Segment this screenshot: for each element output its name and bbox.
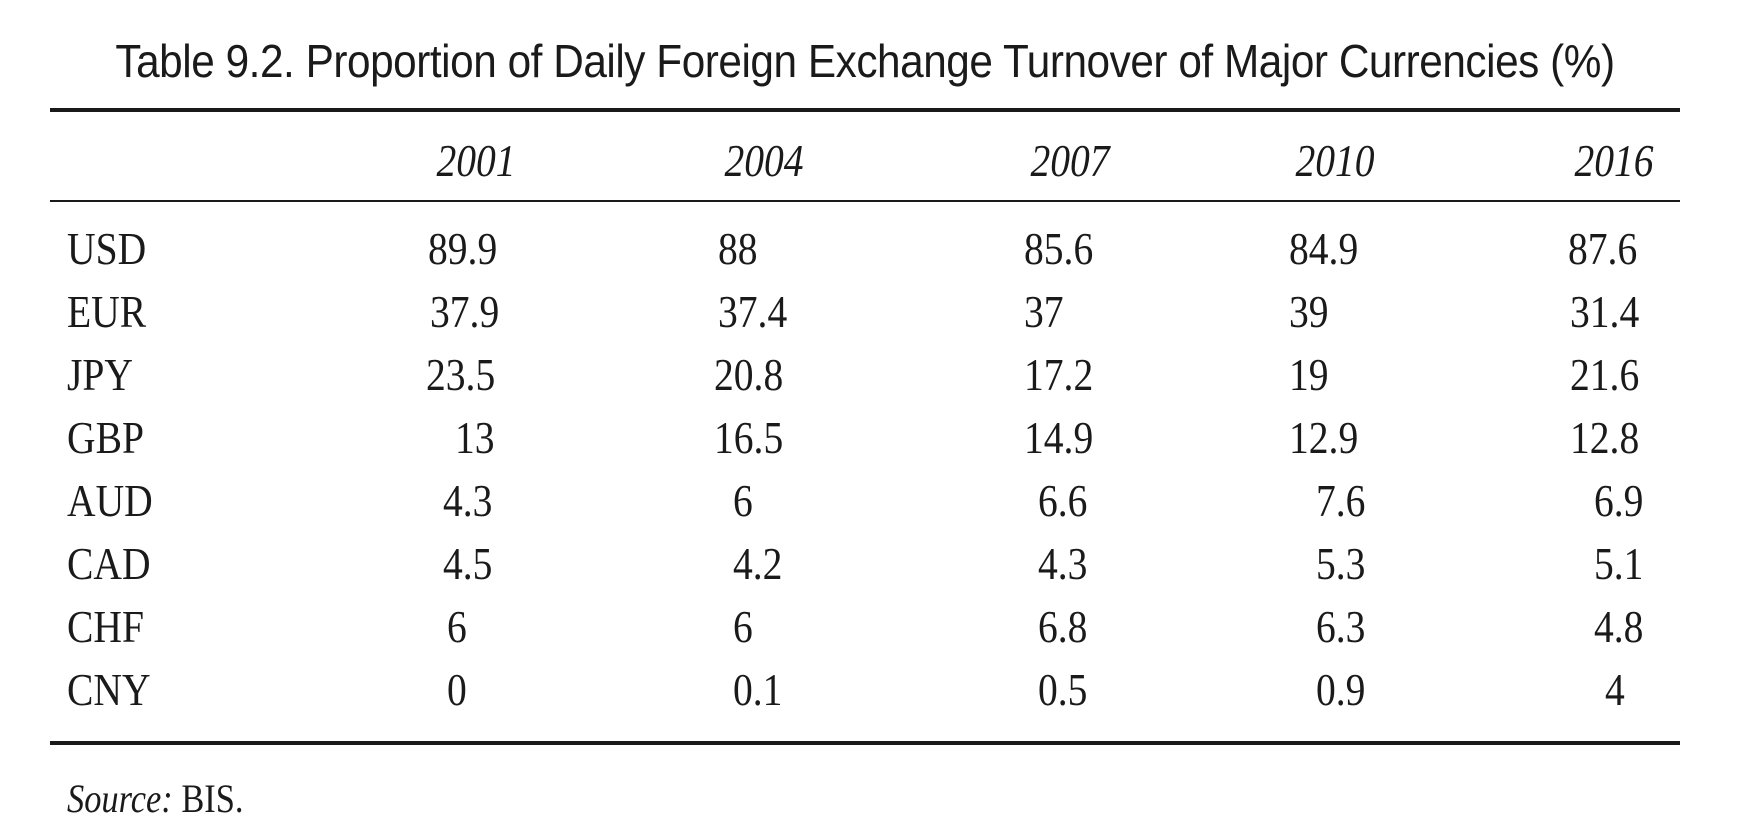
row-label-chf: CHF: [67, 601, 144, 652]
table-cell: 0.1: [733, 664, 783, 715]
table-cell: 31.4: [1570, 286, 1640, 337]
table-cell: 84.9: [1289, 223, 1359, 274]
bottom-rule: [50, 741, 1680, 745]
table-cell: 88: [718, 223, 758, 274]
table-cell: 4.3: [1038, 538, 1088, 589]
table-cell: 12.9: [1289, 412, 1359, 463]
table-cell: 37.4: [718, 286, 788, 337]
table-cell: 0.5: [1038, 664, 1088, 715]
table-cell: 6.9: [1594, 475, 1644, 526]
row-label-eur: EUR: [67, 286, 147, 337]
table-cell: 6: [733, 601, 753, 652]
table-cell: 17.2: [1024, 349, 1094, 400]
column-header-2001: 2001: [436, 135, 516, 186]
table-cell: 4.2: [733, 538, 783, 589]
table-cell: 5.1: [1594, 538, 1644, 589]
table-cell: 16.5: [714, 412, 784, 463]
row-label-aud: AUD: [67, 475, 153, 526]
source-value: BIS.: [181, 776, 244, 821]
table-cell: 4.3: [443, 475, 493, 526]
column-header-2007: 2007: [1030, 135, 1110, 186]
table-cell: 23.5: [426, 349, 496, 400]
top-rule: [50, 108, 1680, 112]
table-cell: 19: [1289, 349, 1329, 400]
table-cell: 7.6: [1316, 475, 1366, 526]
source-note: Source: BIS.: [67, 775, 243, 822]
table-cell: 6: [447, 601, 467, 652]
table-cell: 87.6: [1568, 223, 1638, 274]
table-cell: 4.8: [1594, 601, 1644, 652]
row-label-jpy: JPY: [67, 349, 133, 400]
table-cell: 0.9: [1316, 664, 1366, 715]
column-header-2004: 2004: [724, 135, 804, 186]
table-cell: 12.8: [1570, 412, 1640, 463]
table-cell: 0: [447, 664, 467, 715]
table-cell: 6.6: [1038, 475, 1088, 526]
header-rule: [50, 200, 1680, 202]
column-header-2016: 2016: [1574, 135, 1654, 186]
row-label-gbp: GBP: [67, 412, 144, 463]
source-label: Source:: [67, 776, 173, 821]
table-cell: 4.5: [443, 538, 493, 589]
table-cell: 37: [1024, 286, 1064, 337]
table-cell: 5.3: [1316, 538, 1366, 589]
column-header-2010: 2010: [1295, 135, 1375, 186]
row-label-cny: CNY: [67, 664, 151, 715]
table-cell: 21.6: [1570, 349, 1640, 400]
table-cell: 6.8: [1038, 601, 1088, 652]
table-cell: 39: [1289, 286, 1329, 337]
table-cell: 14.9: [1024, 412, 1094, 463]
table-cell: 85.6: [1024, 223, 1094, 274]
table-cell: 6: [733, 475, 753, 526]
table-cell: 20.8: [714, 349, 784, 400]
table-cell: 4: [1605, 664, 1625, 715]
table-cell: 89.9: [428, 223, 498, 274]
row-label-cad: CAD: [67, 538, 151, 589]
row-label-usd: USD: [67, 223, 147, 274]
table-cell: 13: [455, 412, 495, 463]
table-cell: 37.9: [430, 286, 500, 337]
table-cell: 6.3: [1316, 601, 1366, 652]
table-caption: Table 9.2. Proportion of Daily Foreign E…: [115, 35, 1615, 87]
